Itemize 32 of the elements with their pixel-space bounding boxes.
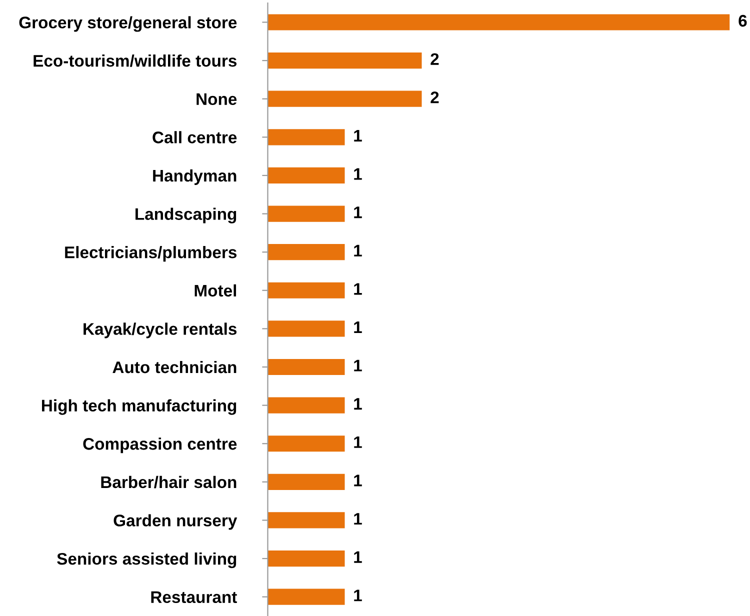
data-label: 2: [430, 53, 439, 65]
data-label: 1: [354, 513, 362, 525]
data-label: 1: [354, 398, 362, 410]
y-tick-label: None: [196, 93, 237, 106]
y-tick-label: Kayak/cycle rentals: [84, 322, 237, 338]
data-label: 1: [354, 244, 362, 256]
y-tick-label: Barber/hair salon: [101, 476, 236, 488]
data-label: 1: [354, 551, 362, 563]
y-tick-label: Eco-tourism/wildlife tours: [34, 54, 237, 67]
data-label: 6: [738, 14, 747, 27]
y-tick-label: Motel: [194, 284, 236, 297]
data-label: 1: [354, 360, 362, 372]
y-tick-label: Restaurant: [151, 591, 237, 604]
data-label: 1: [354, 322, 362, 334]
data-label: 1: [354, 168, 362, 180]
data-label: 1: [354, 283, 362, 295]
y-tick-label: Garden nursery: [114, 514, 238, 530]
y-tick-label: Grocery store/general store: [19, 16, 237, 32]
y-tick-label: Call centre: [152, 131, 237, 144]
y-tick-label: Electricians/plumbers: [65, 246, 237, 262]
y-tick-label: Handyman: [153, 169, 236, 185]
data-label: 1: [354, 130, 362, 142]
data-label: 1: [354, 590, 362, 602]
y-tick-label: High tech manufacturing: [42, 399, 236, 415]
data-label: 2: [430, 92, 439, 104]
data-label: 1: [354, 206, 362, 218]
data-label: 1: [354, 474, 362, 486]
data-label: 1: [354, 436, 362, 448]
y-tick-label: Compassion centre: [83, 438, 237, 454]
y-tick-label: Auto technician: [112, 360, 236, 374]
y-tick-label: Seniors assisted living: [57, 552, 236, 568]
y-tick-label: Landscaping: [136, 208, 236, 224]
